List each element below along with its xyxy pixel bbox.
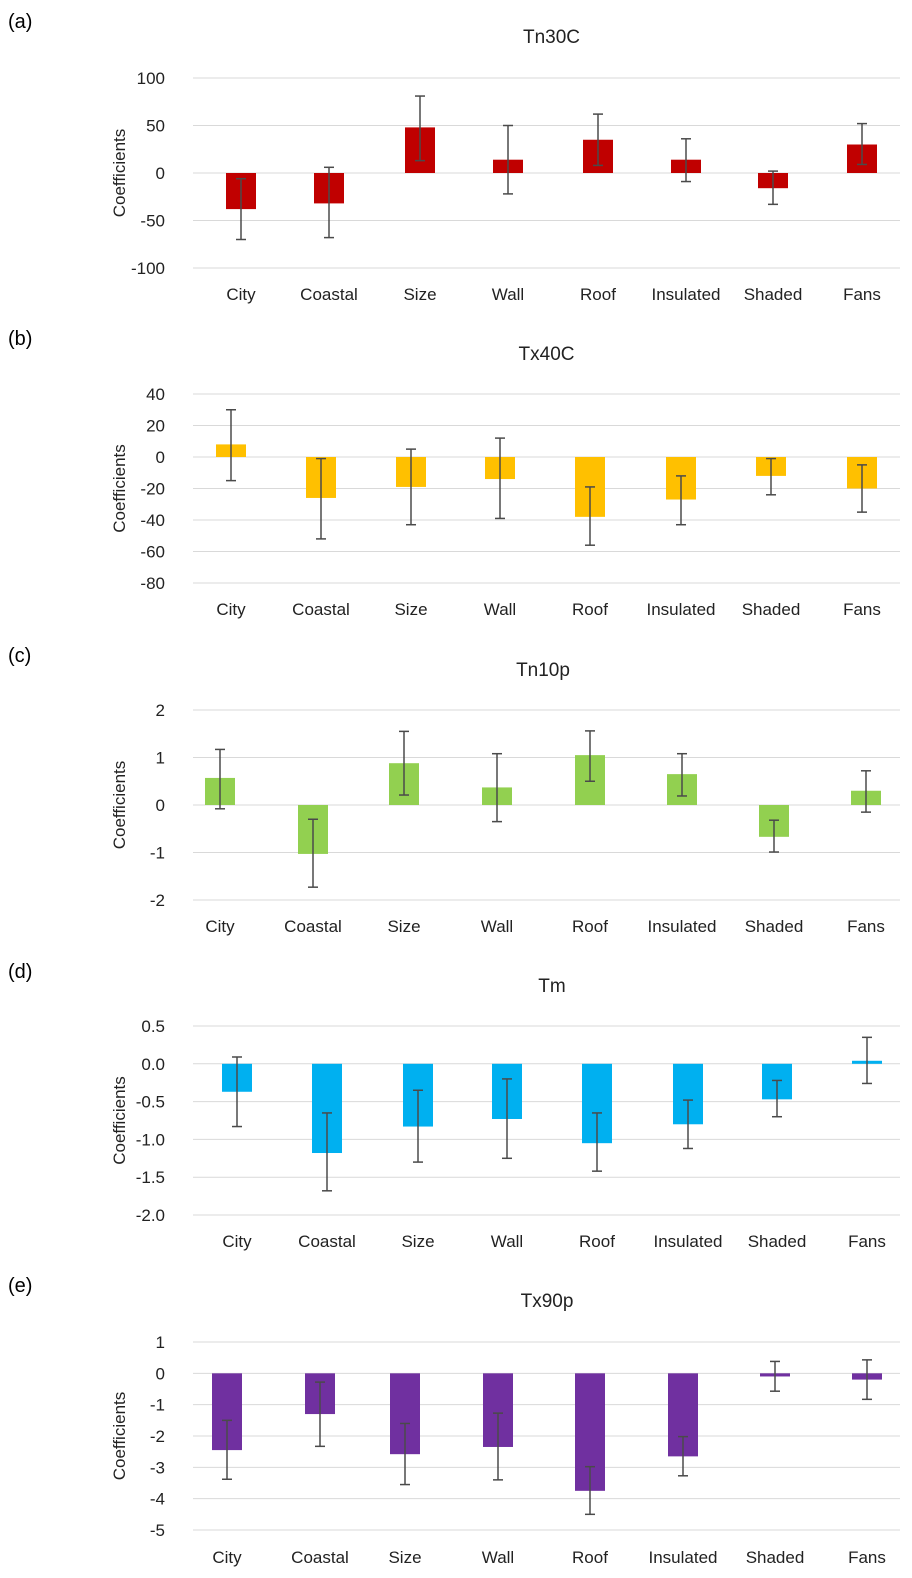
y-tick-label: -2 bbox=[150, 891, 165, 910]
y-tick-label: -1 bbox=[150, 844, 165, 863]
x-tick-label: Shaded bbox=[746, 1548, 805, 1567]
x-tick-label: Insulated bbox=[649, 1548, 718, 1567]
x-tick-label: Roof bbox=[579, 1232, 615, 1251]
x-tick-label: City bbox=[205, 917, 235, 936]
x-tick-label: City bbox=[212, 1548, 242, 1567]
y-tick-label: -60 bbox=[140, 543, 165, 562]
y-axis-label: Coefficients bbox=[110, 1392, 129, 1481]
y-axis-label: Coefficients bbox=[110, 761, 129, 850]
y-tick-label: -1.0 bbox=[136, 1130, 165, 1149]
x-tick-label: Wall bbox=[491, 1232, 523, 1251]
x-tick-label: City bbox=[216, 600, 246, 619]
y-tick-label: 100 bbox=[137, 69, 165, 88]
y-tick-label: 0 bbox=[156, 796, 165, 815]
y-tick-label: 40 bbox=[146, 385, 165, 404]
x-tick-label: Roof bbox=[580, 285, 616, 304]
chart-title: Tm bbox=[538, 976, 565, 997]
y-tick-label: -0.5 bbox=[136, 1093, 165, 1112]
y-axis-label: Coefficients bbox=[110, 1076, 129, 1165]
y-tick-label: -3 bbox=[150, 1458, 165, 1477]
x-tick-label: Insulated bbox=[648, 917, 717, 936]
y-tick-label: 20 bbox=[146, 417, 165, 436]
x-tick-label: Insulated bbox=[647, 600, 716, 619]
chart-panel-1: (a) Tn30C 100 50 0 -50 -100 Coefficients City Coa… bbox=[8, 11, 900, 304]
x-tick-label: Shaded bbox=[745, 917, 804, 936]
x-tick-label: Insulated bbox=[654, 1232, 723, 1251]
x-tick-label: Size bbox=[387, 917, 420, 936]
x-tick-label: Fans bbox=[848, 1232, 886, 1251]
x-tick-label: Roof bbox=[572, 917, 608, 936]
y-tick-label: -100 bbox=[131, 259, 165, 278]
y-tick-label: -50 bbox=[140, 212, 165, 231]
x-tick-label: Coastal bbox=[300, 285, 358, 304]
chart-panel-3: (c) Tn10p 2 1 0 -1 -2 Coefficients City Coastal Si… bbox=[8, 645, 900, 936]
panel-label: (e) bbox=[8, 1275, 32, 1297]
x-tick-label: Wall bbox=[482, 1548, 514, 1567]
x-tick-label: Fans bbox=[847, 917, 885, 936]
x-tick-label: Coastal bbox=[298, 1232, 356, 1251]
panel-label: (a) bbox=[8, 11, 32, 33]
x-tick-label: Wall bbox=[484, 600, 516, 619]
panel-label: (b) bbox=[8, 328, 32, 350]
y-tick-label: -1.5 bbox=[136, 1168, 165, 1187]
x-tick-label: Fans bbox=[848, 1548, 886, 1567]
x-tick-label: Coastal bbox=[292, 600, 350, 619]
x-tick-label: Wall bbox=[492, 285, 524, 304]
chart-panel-2: (b) Tx40C 40 20 0 -20 -40 -60 -80 Coefficients Cit… bbox=[8, 328, 900, 619]
y-tick-label: 0 bbox=[156, 448, 165, 467]
x-tick-label: City bbox=[226, 285, 256, 304]
x-tick-label: Insulated bbox=[652, 285, 721, 304]
panel-label: (c) bbox=[8, 645, 31, 667]
x-tick-label: Coastal bbox=[291, 1548, 349, 1567]
x-tick-label: Size bbox=[403, 285, 436, 304]
y-tick-label: 1 bbox=[156, 1333, 165, 1352]
y-tick-label: 0.0 bbox=[141, 1055, 165, 1074]
y-tick-label: -20 bbox=[140, 480, 165, 499]
y-tick-label: -5 bbox=[150, 1521, 165, 1540]
x-tick-label: Coastal bbox=[284, 917, 342, 936]
y-tick-label: -4 bbox=[150, 1490, 165, 1509]
chart-title: Tn30C bbox=[523, 27, 580, 48]
y-tick-label: -80 bbox=[140, 574, 165, 593]
chart-panel-4: (d) Tm 0.5 0.0 -0.5 -1.0 -1.5 -2.0 Coefficients C… bbox=[8, 961, 900, 1251]
y-tick-label: 0 bbox=[156, 164, 165, 183]
y-axis-label: Coefficients bbox=[110, 444, 129, 533]
x-tick-label: Shaded bbox=[748, 1232, 807, 1251]
y-tick-label: 0 bbox=[156, 1364, 165, 1383]
y-tick-label: -40 bbox=[140, 511, 165, 530]
x-tick-label: Size bbox=[388, 1548, 421, 1567]
x-tick-label: Fans bbox=[843, 285, 881, 304]
chart-panel-5: (e) Tx90p 1 0 -1 -2 -3 -4 -5 Coefficients City Coas… bbox=[8, 1275, 900, 1567]
x-tick-label: Size bbox=[394, 600, 427, 619]
y-tick-label: -2 bbox=[150, 1427, 165, 1446]
y-tick-label: -1 bbox=[150, 1396, 165, 1415]
y-tick-label: 0.5 bbox=[141, 1017, 165, 1036]
x-tick-label: Wall bbox=[481, 917, 513, 936]
x-tick-label: City bbox=[222, 1232, 252, 1251]
x-tick-label: Shaded bbox=[742, 600, 801, 619]
x-tick-label: Fans bbox=[843, 600, 881, 619]
y-axis-label: Coefficients bbox=[110, 129, 129, 218]
x-tick-label: Size bbox=[401, 1232, 434, 1251]
y-tick-label: 50 bbox=[146, 117, 165, 136]
chart-title: Tn10p bbox=[516, 660, 570, 681]
y-tick-label: -2.0 bbox=[136, 1206, 165, 1225]
x-tick-label: Roof bbox=[572, 600, 608, 619]
y-tick-label: 2 bbox=[156, 701, 165, 720]
x-tick-label: Shaded bbox=[744, 285, 803, 304]
panel-label: (d) bbox=[8, 961, 32, 983]
chart-title: Tx40C bbox=[519, 344, 575, 365]
y-tick-label: 1 bbox=[156, 749, 165, 768]
chart-title: Tx90p bbox=[521, 1291, 574, 1312]
x-tick-label: Roof bbox=[572, 1548, 608, 1567]
